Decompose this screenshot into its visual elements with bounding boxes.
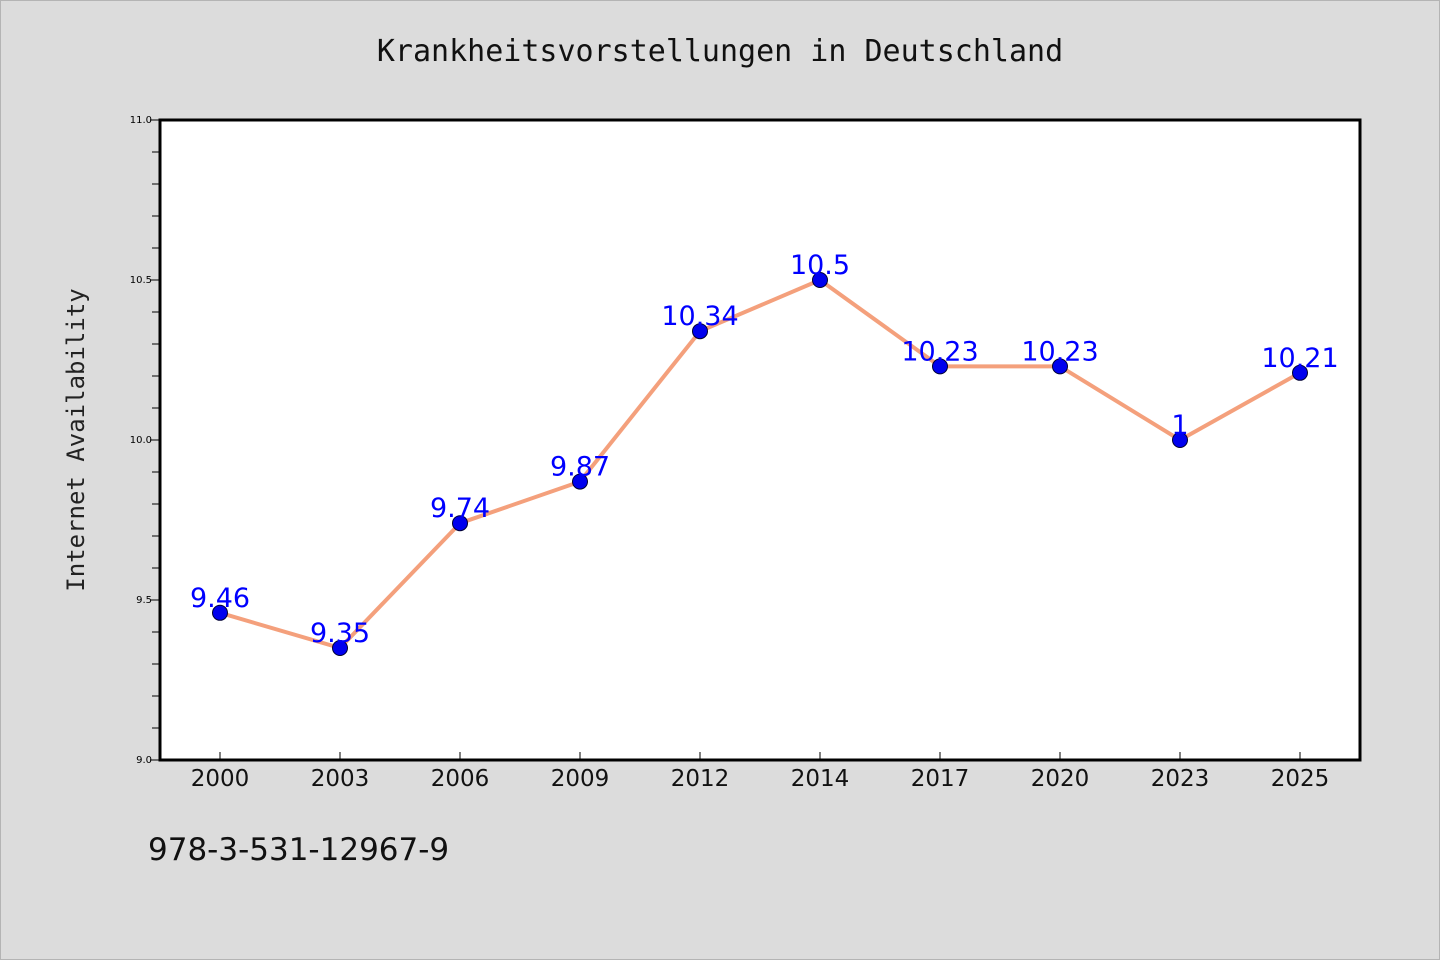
chart-title: Krankheitsvorstellungen in Deutschland	[376, 34, 1064, 69]
data-point	[932, 358, 948, 375]
data-label: 10.21	[1261, 343, 1338, 374]
data-label: 10.23	[1021, 336, 1098, 367]
data-label: 10.34	[661, 301, 738, 332]
data-label: 9.46	[190, 583, 250, 614]
data-point	[1172, 432, 1188, 448]
x-tick-label: 2023	[1151, 766, 1210, 792]
y-axis: 9.0 9.5 10.0 10.5 11.0	[130, 115, 160, 766]
data-point	[1292, 364, 1308, 381]
x-tick-label: 2006	[431, 766, 490, 792]
y-tick-label: 11.0	[130, 115, 152, 126]
plot-area	[158, 118, 1362, 762]
data-point	[212, 604, 228, 621]
y-tick-label: 10.5	[130, 275, 152, 286]
isbn-text: 978-3-531-12967-9	[148, 832, 450, 868]
series-line	[219, 278, 1301, 650]
x-tick-label: 2014	[791, 766, 850, 792]
y-tick-label: 9.5	[136, 595, 152, 606]
data-label: 9.87	[550, 452, 610, 483]
data-point	[692, 323, 708, 340]
data-point	[452, 515, 468, 532]
data-point	[1052, 358, 1068, 375]
data-point	[332, 640, 348, 656]
x-tick-label: 2017	[911, 766, 970, 792]
data-label: 10.23	[901, 336, 978, 367]
x-tick-label: 2009	[551, 766, 610, 792]
data-label: 9.35	[310, 618, 370, 649]
data-label: 9.74	[430, 493, 490, 524]
x-tick-label: 2012	[671, 766, 730, 792]
x-tick-label: 2020	[1031, 766, 1090, 792]
x-tick-label: 2025	[1271, 766, 1330, 792]
x-tick-label: 2000	[191, 766, 250, 792]
y-tick-label: 9.0	[136, 755, 152, 766]
x-axis: 2000 2003 2006 2009 2012 2014 2017 2020 2023 2025	[191, 752, 1330, 792]
data-label: 1	[1171, 410, 1188, 441]
data-point	[812, 272, 828, 288]
data-point	[572, 473, 588, 490]
data-label: 10.5	[790, 250, 850, 281]
series-markers	[212, 272, 1308, 656]
y-tick-label: 10.0	[130, 435, 152, 446]
x-tick-label: 2003	[311, 766, 370, 792]
data-labels: 9.46 9.35 9.74 9.87 10.34 10.5 10.23 10.23 1 10.2…	[190, 250, 1339, 649]
